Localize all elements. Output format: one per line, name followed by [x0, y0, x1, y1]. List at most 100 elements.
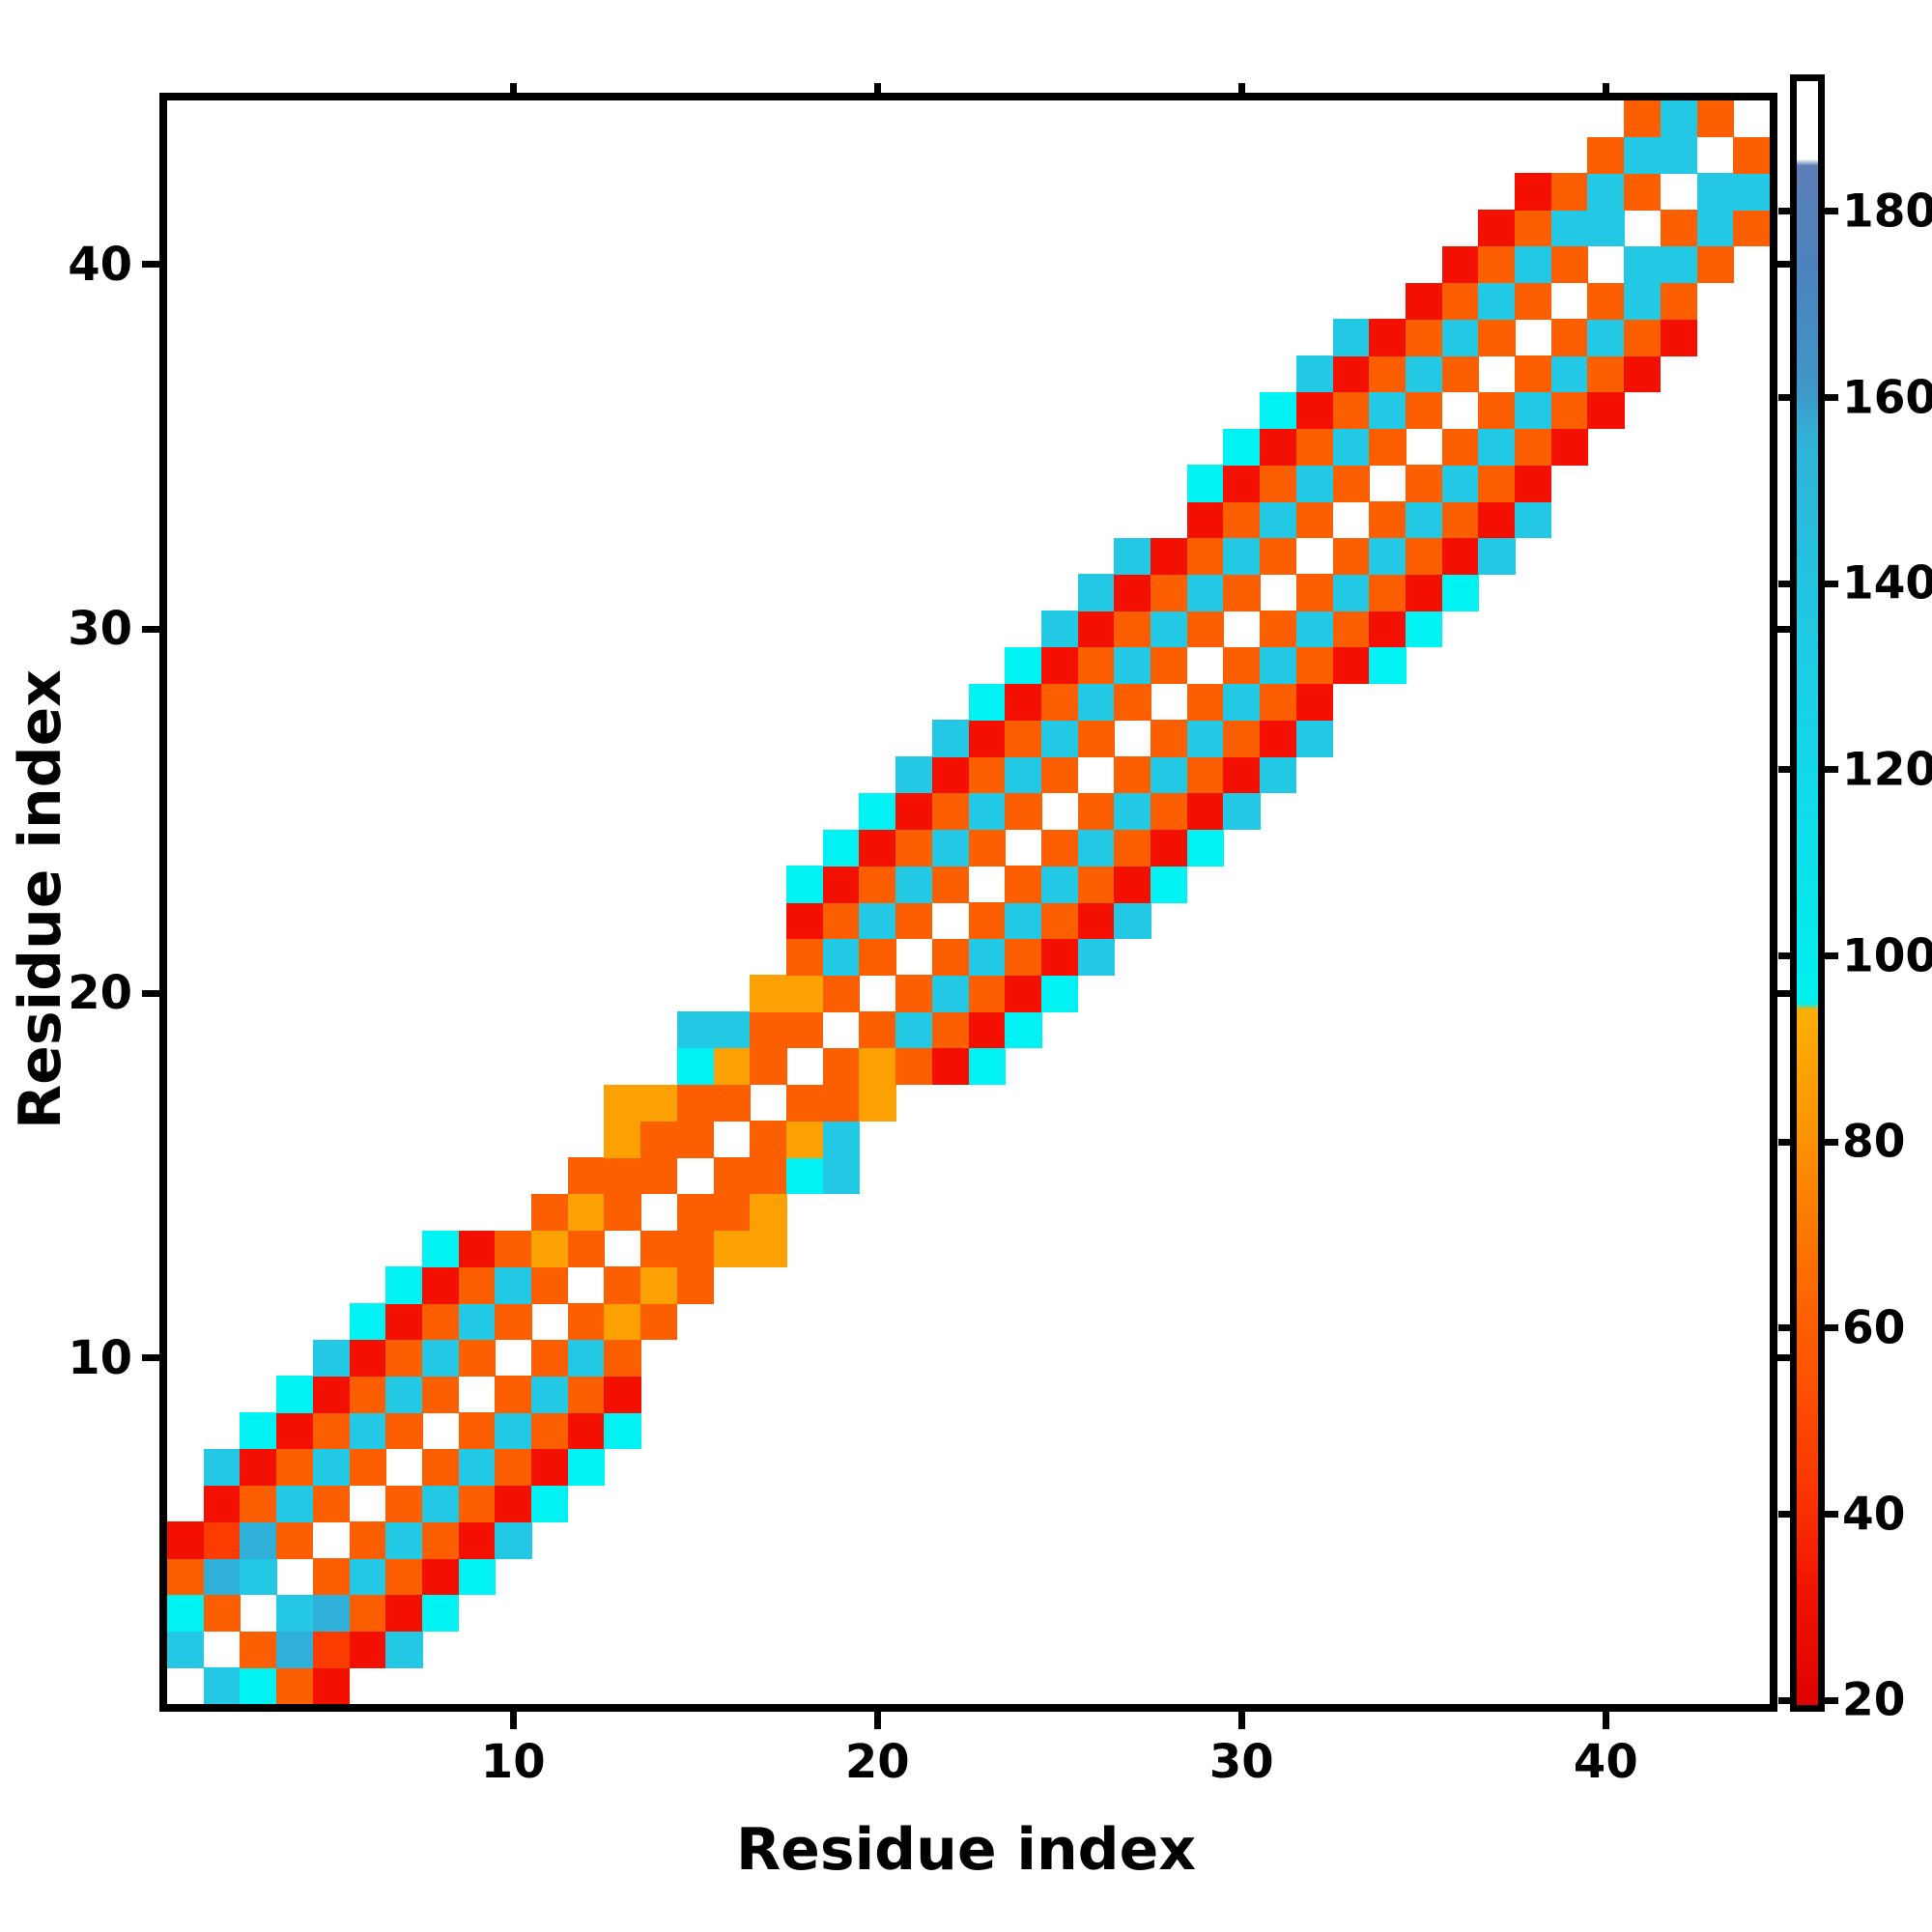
colorbar-tick-left [1778, 1696, 1790, 1704]
matrix-cell [1515, 391, 1552, 430]
matrix-cell [785, 1084, 824, 1122]
matrix-cell [676, 1266, 715, 1304]
matrix-cell [968, 938, 1006, 977]
matrix-cell [822, 829, 860, 867]
matrix-cell [1515, 173, 1552, 211]
matrix-cell [1114, 902, 1151, 940]
colorbar-tick-label: 160 [1842, 371, 1932, 425]
matrix-cell [1260, 720, 1297, 757]
matrix-cell [458, 1448, 496, 1487]
matrix-cell [1587, 282, 1625, 320]
matrix-cell [385, 1412, 423, 1450]
matrix-cell [1587, 319, 1625, 356]
matrix-cell [421, 1376, 460, 1413]
y-tick [142, 261, 159, 269]
colorbar-tick [1825, 1324, 1838, 1332]
matrix-cell [1587, 355, 1625, 393]
matrix-cell [1369, 319, 1406, 356]
matrix-cell [968, 720, 1006, 757]
matrix-cell [1260, 537, 1297, 576]
matrix-cell [276, 1594, 314, 1633]
y-tick-right [1777, 989, 1795, 997]
matrix-cell [1151, 537, 1188, 576]
matrix-cell [421, 1485, 460, 1522]
matrix-cell [1005, 792, 1042, 831]
matrix-cell [785, 1121, 824, 1158]
matrix-cell [1077, 938, 1115, 977]
matrix-cell [931, 829, 970, 867]
matrix-cell [1151, 720, 1188, 757]
matrix-cell [785, 1011, 824, 1049]
matrix-cell [750, 1121, 787, 1158]
matrix-cell [531, 1412, 569, 1450]
matrix-cell [1114, 646, 1151, 685]
matrix-cell [1660, 282, 1698, 320]
x-axis-title: Residue index [735, 1816, 1197, 1884]
matrix-cell [750, 1157, 787, 1195]
matrix-cell [1186, 611, 1225, 648]
matrix-cell [1077, 720, 1115, 757]
matrix-cell [567, 1448, 606, 1487]
colorbar-tick [1825, 1138, 1838, 1146]
matrix-cell [1186, 792, 1225, 831]
matrix-cell [1550, 355, 1589, 393]
matrix-cell [421, 1558, 460, 1596]
matrix-cell [785, 866, 824, 903]
matrix-cell [349, 1594, 386, 1633]
matrix-cell [1550, 319, 1589, 356]
matrix-cell [1186, 465, 1225, 502]
matrix-cell [276, 1376, 314, 1413]
matrix-cell [495, 1521, 532, 1559]
matrix-cell [640, 1266, 678, 1304]
matrix-cell [1478, 428, 1516, 466]
matrix-cell [1040, 646, 1079, 685]
matrix-cell [531, 1266, 569, 1304]
matrix-cell [531, 1193, 569, 1232]
heatmap-plot-area [159, 93, 1777, 1712]
matrix-cell [1478, 245, 1516, 284]
y-tick-label: 10 [68, 1330, 132, 1385]
colorbar-tick-left [1778, 208, 1790, 215]
matrix-cell [676, 1121, 715, 1158]
matrix-cell [859, 829, 896, 867]
matrix-cell [1114, 866, 1151, 903]
matrix-cell [349, 1448, 386, 1487]
matrix-cell [1405, 391, 1443, 430]
matrix-cell [1478, 210, 1516, 247]
matrix-cell [1733, 136, 1770, 175]
matrix-cell [1441, 501, 1479, 539]
colorbar-tick-left [1778, 580, 1790, 587]
matrix-cell [1186, 720, 1225, 757]
matrix-cell [385, 1485, 423, 1522]
matrix-cell [968, 975, 1006, 1012]
matrix-cell [1478, 391, 1516, 430]
matrix-cell [1733, 173, 1770, 211]
matrix-cell [1660, 136, 1698, 175]
matrix-cell [276, 1631, 314, 1668]
matrix-cell [567, 1230, 606, 1267]
colorbar-tick-left [1778, 1138, 1790, 1146]
matrix-cell [349, 1412, 386, 1450]
matrix-cell [567, 1339, 606, 1378]
matrix-cell [495, 1266, 532, 1304]
matrix-cell [1332, 465, 1370, 502]
matrix-cell [1186, 756, 1225, 794]
matrix-cell [859, 1011, 896, 1049]
x-tick-label: 40 [1573, 1735, 1638, 1789]
matrix-cell [495, 1412, 532, 1450]
matrix-cell [676, 1230, 715, 1267]
matrix-cell [531, 1339, 569, 1378]
matrix-cell [385, 1521, 423, 1559]
matrix-cell [1733, 210, 1770, 247]
matrix-cell [1151, 792, 1188, 831]
matrix-cell [1295, 465, 1334, 502]
matrix-cell [1005, 1011, 1042, 1049]
matrix-cell [1405, 537, 1443, 576]
matrix-cell [1369, 391, 1406, 430]
matrix-cell [1624, 173, 1662, 211]
matrix-cell [240, 1485, 277, 1522]
matrix-cell [1295, 720, 1334, 757]
matrix-cell [822, 975, 860, 1012]
matrix-cell [385, 1594, 423, 1633]
matrix-cell [640, 1230, 678, 1267]
